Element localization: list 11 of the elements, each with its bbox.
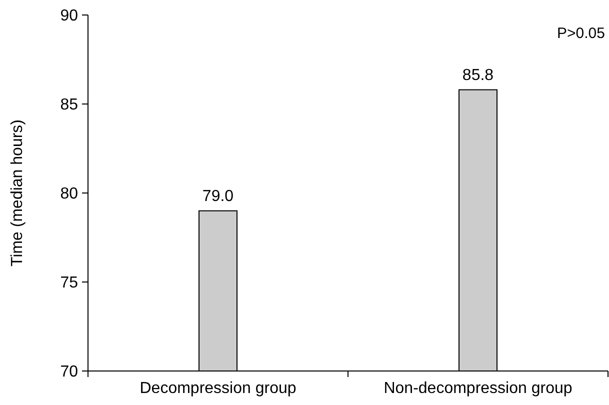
y-tick-label: 70: [60, 364, 78, 381]
data-label: 79.0: [202, 188, 234, 205]
x-tick-label: Decompression group: [140, 380, 296, 397]
y-tick-label: 90: [60, 8, 78, 25]
annotation: P>0.05: [557, 25, 605, 42]
x-tick-label: Non-decompression group: [384, 380, 572, 397]
y-tick-label: 80: [60, 186, 78, 203]
data-label: 85.8: [462, 66, 494, 84]
y-axis-title: Time (median hours): [9, 119, 26, 267]
y-tick-label: 85: [60, 96, 78, 114]
y-tick-label: 75: [60, 274, 78, 292]
